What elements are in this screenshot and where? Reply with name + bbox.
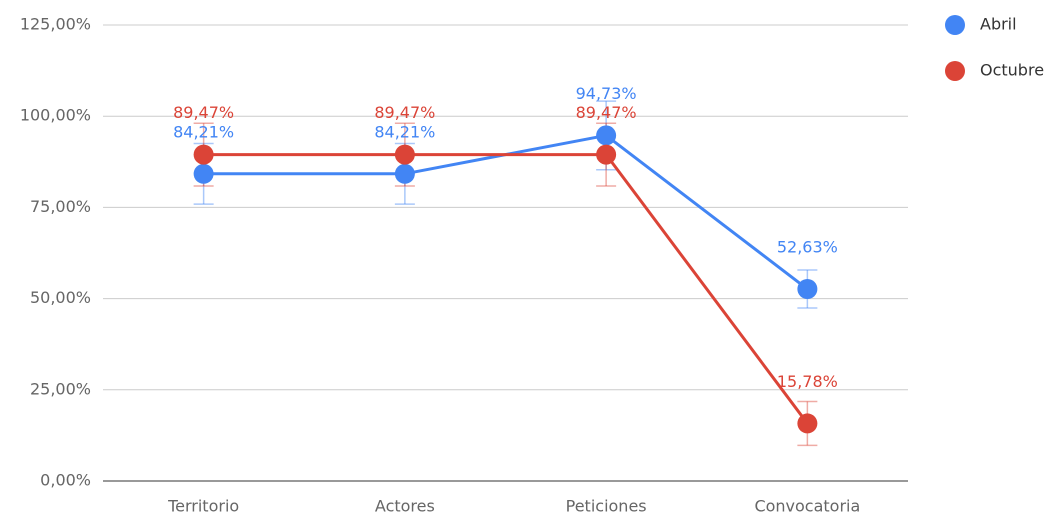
data-label: 89,47% xyxy=(576,103,637,122)
point xyxy=(193,144,214,165)
data-label: 15,78% xyxy=(777,372,838,391)
legend-marker xyxy=(945,61,965,81)
legend-label: Abril xyxy=(980,15,1017,34)
series-line xyxy=(203,133,809,291)
y-tick-label: 100,00% xyxy=(20,106,91,125)
legend-label: Octubre xyxy=(980,61,1044,80)
point xyxy=(596,144,617,165)
x-tick-label: Peticiones xyxy=(566,497,647,516)
data-label: 84,21% xyxy=(173,122,234,141)
data-label: 89,47% xyxy=(173,103,234,122)
y-tick-label: 50,00% xyxy=(30,288,91,307)
legend-marker xyxy=(945,15,965,35)
x-tick-label: Actores xyxy=(375,497,435,516)
point xyxy=(596,125,617,146)
point xyxy=(394,163,415,184)
series-line xyxy=(203,153,809,425)
point xyxy=(193,163,214,184)
x-tick-label: Territorio xyxy=(167,497,239,516)
data-label: 84,21% xyxy=(374,122,435,141)
y-tick-label: 125,00% xyxy=(20,15,91,34)
point xyxy=(797,413,818,434)
data-label: 94,73% xyxy=(576,84,637,103)
point xyxy=(797,279,818,300)
y-tick-label: 25,00% xyxy=(30,379,91,398)
y-tick-label: 0,00% xyxy=(40,471,91,490)
x-tick-label: Convocatoria xyxy=(754,497,860,516)
data-label: 52,63% xyxy=(777,238,838,257)
y-tick-label: 75,00% xyxy=(30,197,91,216)
data-label: 89,47% xyxy=(374,103,435,122)
point xyxy=(394,144,415,165)
